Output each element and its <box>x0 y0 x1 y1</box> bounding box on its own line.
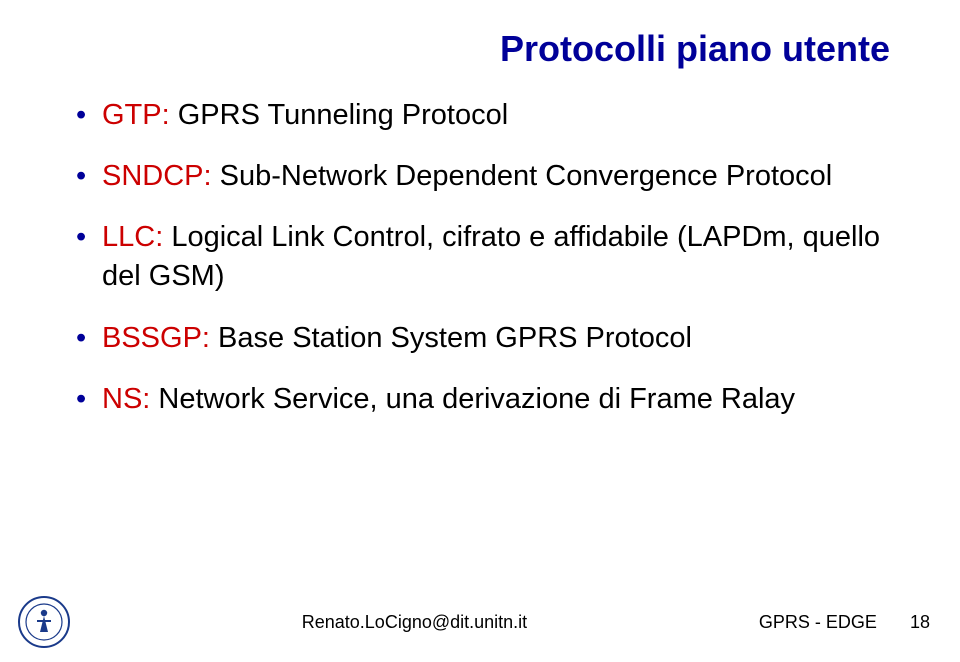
abbrev: NS: <box>102 383 150 415</box>
bullet-text: Network Service, una derivazione di Fram… <box>150 383 795 415</box>
list-item: BSSGP: Base Station System GPRS Protocol <box>76 319 900 358</box>
bullet-text: Base Station System GPRS Protocol <box>210 322 692 354</box>
slide-title: Protocolli piano utente <box>70 28 900 70</box>
abbrev: GTP: <box>102 99 170 131</box>
slide: Protocolli piano utente GTP: GPRS Tunnel… <box>0 0 960 662</box>
list-item: NS: Network Service, una derivazione di … <box>76 380 900 419</box>
bullet-list: GTP: GPRS Tunneling Protocol SNDCP: Sub-… <box>70 96 900 419</box>
list-item: LLC: Logical Link Control, cifrato e aff… <box>76 218 900 296</box>
footer-label: GPRS - EDGE <box>759 612 877 632</box>
bullet-text: Sub-Network Dependent Convergence Protoc… <box>212 160 833 192</box>
university-seal-icon <box>18 596 70 648</box>
footer: Renato.LoCigno@dit.unitn.it GPRS - EDGE … <box>0 596 960 648</box>
abbrev: SNDCP: <box>102 160 212 192</box>
bullet-text: GPRS Tunneling Protocol <box>170 99 509 131</box>
list-item: SNDCP: Sub-Network Dependent Convergence… <box>76 157 900 196</box>
page-number: 18 <box>910 612 930 632</box>
abbrev: LLC: <box>102 221 163 253</box>
abbrev: BSSGP: <box>102 322 210 354</box>
bullet-text: Logical Link Control, cifrato e affidabi… <box>102 221 880 292</box>
footer-email: Renato.LoCigno@dit.unitn.it <box>70 612 759 633</box>
footer-right: GPRS - EDGE 18 <box>759 612 930 633</box>
list-item: GTP: GPRS Tunneling Protocol <box>76 96 900 135</box>
